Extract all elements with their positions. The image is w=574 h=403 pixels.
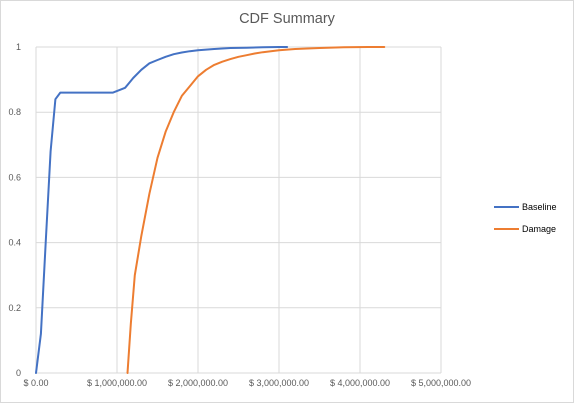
y-tick-label: 0.4: [8, 238, 21, 248]
x-tick-label: $ 3,000,000.00: [249, 378, 309, 388]
y-tick-label: 1: [16, 42, 21, 52]
y-tick-label: 0.2: [8, 303, 21, 313]
series-line-damage: [126, 46, 386, 374]
x-tick-label: $ 2,000,000.00: [168, 378, 228, 388]
x-tick-label: $ 4,000,000.00: [330, 378, 390, 388]
chart-title: CDF Summary: [239, 11, 335, 27]
x-tick-label: $ 5,000,000.00: [411, 378, 471, 388]
x-tick-label: $ 0.00: [23, 378, 48, 388]
legend-label-baseline: Baseline: [522, 202, 557, 212]
y-tick-label: 0: [16, 368, 21, 378]
x-tick-label: $ 1,000,000.00: [87, 378, 147, 388]
legend-label-damage: Damage: [522, 224, 556, 234]
y-tick-label: 0.8: [8, 107, 21, 117]
y-tick-label: 0.6: [8, 172, 21, 182]
series-line-baseline: [35, 46, 289, 374]
